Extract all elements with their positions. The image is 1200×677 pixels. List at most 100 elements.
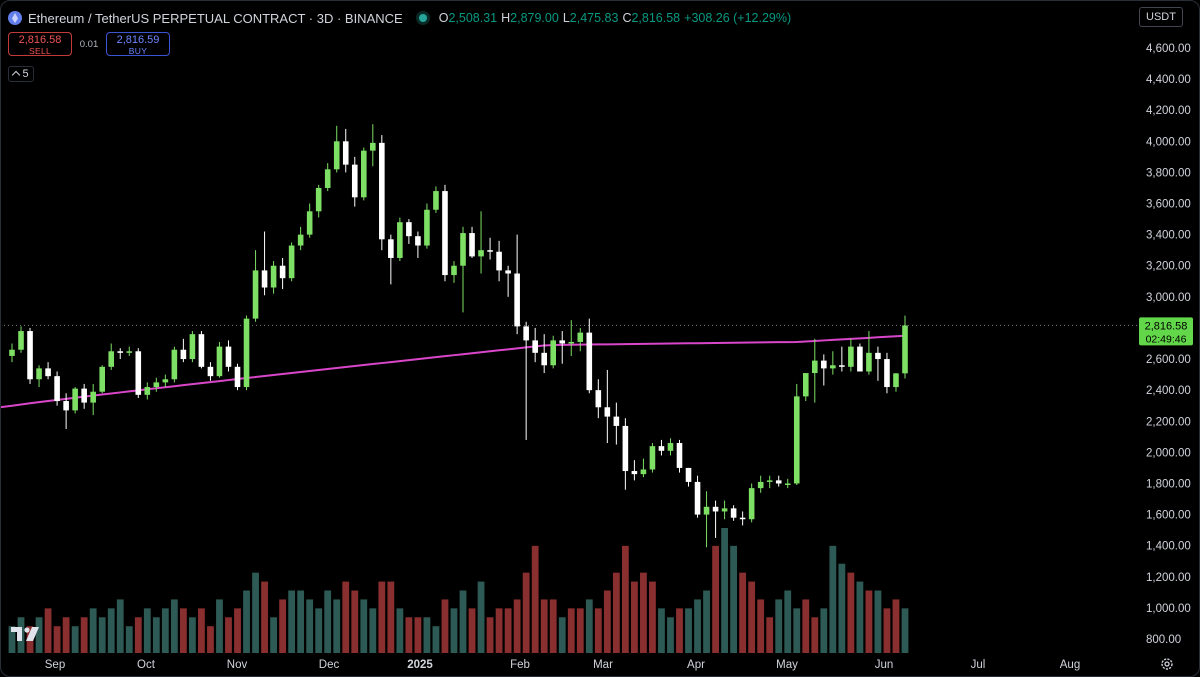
candle [640,469,647,475]
candle [902,325,908,374]
x-axis-tick-label: Jul [971,659,986,671]
candle [866,352,872,372]
candle [451,265,457,276]
volume-bar [207,626,214,653]
volume-bar [80,617,88,653]
buy-price: 2,816.59 [116,34,160,46]
candle [288,245,295,279]
candle [739,517,746,520]
volume-bar [360,599,368,653]
candle [884,359,890,388]
sell-button[interactable]: 2,816.58 SELL [8,32,72,56]
volume-bar [775,599,783,653]
candle [370,142,376,151]
candle [72,388,78,411]
volume-bar [630,581,638,653]
candle [388,239,394,258]
candle [848,346,854,367]
candle [478,250,484,257]
volume-bar [739,572,747,653]
candle [207,366,214,377]
candle [90,391,96,403]
volume-bar [152,617,160,653]
buy-button[interactable]: 2,816.59 BUY [106,32,170,56]
candle [180,349,187,360]
volume-bar [811,617,819,653]
volume-bar [423,617,431,653]
candle [333,141,340,170]
candle [631,471,638,475]
volume-bar [640,572,647,653]
moving-average-line [0,334,906,409]
currency-selector[interactable]: USDT [1139,7,1183,27]
volume-bar [874,590,882,653]
volume-bar [468,608,476,653]
volume-bar [143,608,151,653]
volume-bar [766,617,774,653]
candle [469,233,475,257]
current-price-value: 2,816.58 [1145,320,1188,332]
candle [261,270,268,288]
candle [342,141,349,165]
volume-bar [676,608,683,653]
volume-bar [342,581,350,653]
volume-bar [216,599,223,653]
volume-bar [261,581,268,653]
volume-bar [432,626,440,653]
candle [360,150,367,198]
y-axis-tick-label: 1,600.00 [1146,510,1191,522]
candle [117,351,124,353]
candle [595,390,602,408]
candle [676,443,683,468]
candle [27,331,33,380]
tradingview-logo-icon[interactable] [10,624,40,644]
x-axis-tick-label: Sep [45,659,65,671]
y-axis-tick-label: 4,400.00 [1146,74,1191,86]
volume-bar [649,581,656,653]
indicators-toggle[interactable]: 5 [8,66,34,82]
candle [243,318,250,388]
x-axis-tick-label: 2025 [407,659,433,671]
buy-label: BUY [128,46,148,56]
candle [216,346,223,377]
volume-bar [134,617,142,653]
candle [703,506,710,515]
volume-bar [297,590,305,653]
candle [198,334,205,367]
volume-bar [71,626,79,653]
candle [577,332,584,342]
volume-bar [414,617,422,653]
candle [63,401,69,411]
symbol-title[interactable]: Ethereum / TetherUS PERPETUAL CONTRACT ·… [28,10,403,26]
y-axis-tick-label: 3,800.00 [1146,167,1191,179]
volume-bar [522,572,530,653]
volume-bar [198,608,205,653]
settings-gear-icon[interactable] [1160,657,1174,671]
candle [667,443,674,451]
candle [812,360,818,374]
candle [297,234,304,246]
candle [550,340,557,366]
y-axis-tick-label: 1,400.00 [1146,541,1191,553]
candle [279,265,286,279]
y-axis-tick-label: 3,000.00 [1146,292,1191,304]
y-axis-tick-label: 2,600.00 [1146,354,1191,366]
candle [523,326,529,341]
candle [135,351,142,395]
volume-bar [98,617,106,653]
candle [514,273,520,327]
volume-bar [540,599,548,653]
candle [126,351,133,353]
ohlc-close: C2,816.58 [622,11,681,25]
volume-bar [513,599,521,653]
trade-panel: 2,816.58 SELL 0.01 2,816.59 BUY [8,32,170,56]
volume-bar [730,545,738,653]
x-axis-tick-label: Nov [227,659,248,671]
volume-bar [685,608,692,653]
indicators-count: 5 [22,68,29,80]
volume-bar [396,608,404,653]
candle [379,142,385,240]
volume-bar [748,581,756,653]
volume-bar [161,608,169,653]
